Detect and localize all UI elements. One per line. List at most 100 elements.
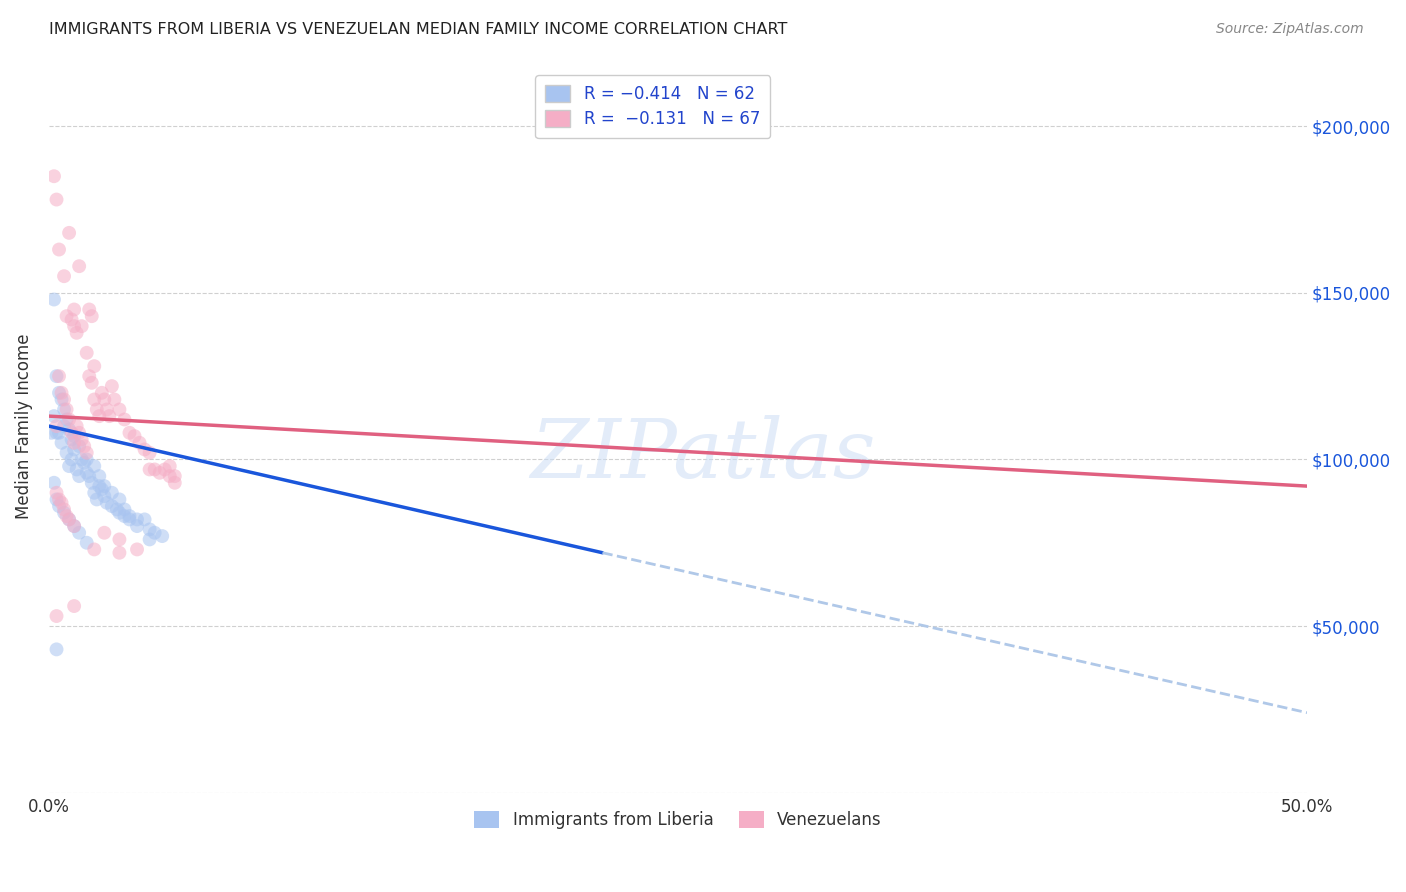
Point	[124, 429, 146, 443]
Point	[159, 469, 181, 483]
Point	[55, 446, 77, 460]
Point	[89, 479, 111, 493]
Point	[63, 599, 86, 613]
Point	[66, 326, 89, 340]
Point	[67, 259, 90, 273]
Point	[90, 483, 112, 497]
Point	[114, 509, 136, 524]
Point	[93, 479, 115, 493]
Point	[51, 385, 73, 400]
Point	[48, 425, 70, 440]
Point	[51, 392, 73, 407]
Point	[73, 439, 96, 453]
Point	[83, 459, 105, 474]
Point	[41, 425, 63, 440]
Point	[53, 392, 76, 407]
Point	[48, 492, 70, 507]
Point	[138, 446, 160, 460]
Point	[58, 512, 80, 526]
Point	[96, 496, 118, 510]
Point	[108, 533, 131, 547]
Point	[90, 385, 112, 400]
Point	[53, 419, 76, 434]
Point	[108, 506, 131, 520]
Point	[48, 499, 70, 513]
Point	[163, 475, 186, 490]
Point	[67, 425, 90, 440]
Point	[63, 442, 86, 457]
Point	[80, 475, 103, 490]
Point	[89, 409, 111, 424]
Point	[63, 429, 86, 443]
Point	[60, 425, 83, 440]
Point	[77, 469, 100, 483]
Point	[83, 359, 105, 373]
Point	[125, 542, 148, 557]
Point	[143, 525, 166, 540]
Point	[138, 523, 160, 537]
Point	[45, 485, 67, 500]
Point	[66, 419, 89, 434]
Point	[58, 512, 80, 526]
Point	[134, 442, 156, 457]
Point	[63, 302, 86, 317]
Point	[48, 369, 70, 384]
Point	[98, 409, 121, 424]
Point	[77, 302, 100, 317]
Point	[42, 169, 65, 184]
Point	[138, 533, 160, 547]
Point	[76, 446, 98, 460]
Point	[58, 226, 80, 240]
Text: Source: ZipAtlas.com: Source: ZipAtlas.com	[1216, 22, 1364, 37]
Point	[66, 462, 89, 476]
Legend: Immigrants from Liberia, Venezuelans: Immigrants from Liberia, Venezuelans	[468, 804, 889, 836]
Point	[60, 312, 83, 326]
Point	[86, 492, 108, 507]
Point	[76, 452, 98, 467]
Point	[89, 469, 111, 483]
Point	[58, 459, 80, 474]
Point	[118, 512, 141, 526]
Point	[108, 546, 131, 560]
Point	[118, 509, 141, 524]
Point	[76, 466, 98, 480]
Point	[76, 346, 98, 360]
Point	[45, 369, 67, 384]
Point	[58, 412, 80, 426]
Point	[67, 525, 90, 540]
Y-axis label: Median Family Income: Median Family Income	[15, 334, 32, 519]
Point	[108, 402, 131, 417]
Point	[45, 609, 67, 624]
Point	[53, 502, 76, 516]
Text: IMMIGRANTS FROM LIBERIA VS VENEZUELAN MEDIAN FAMILY INCOME CORRELATION CHART: IMMIGRANTS FROM LIBERIA VS VENEZUELAN ME…	[49, 22, 787, 37]
Point	[93, 392, 115, 407]
Point	[58, 422, 80, 436]
Point	[96, 402, 118, 417]
Point	[149, 466, 172, 480]
Point	[48, 385, 70, 400]
Point	[83, 392, 105, 407]
Point	[63, 519, 86, 533]
Point	[77, 369, 100, 384]
Point	[93, 489, 115, 503]
Point	[53, 269, 76, 284]
Point	[53, 506, 76, 520]
Point	[138, 462, 160, 476]
Point	[80, 376, 103, 390]
Point	[105, 502, 128, 516]
Point	[114, 412, 136, 426]
Point	[51, 496, 73, 510]
Point	[101, 485, 124, 500]
Point	[128, 435, 150, 450]
Point	[83, 485, 105, 500]
Point	[143, 462, 166, 476]
Point	[55, 309, 77, 323]
Point	[114, 502, 136, 516]
Point	[60, 433, 83, 447]
Point	[45, 193, 67, 207]
Point	[42, 475, 65, 490]
Point	[93, 525, 115, 540]
Point	[55, 412, 77, 426]
Point	[163, 469, 186, 483]
Point	[67, 439, 90, 453]
